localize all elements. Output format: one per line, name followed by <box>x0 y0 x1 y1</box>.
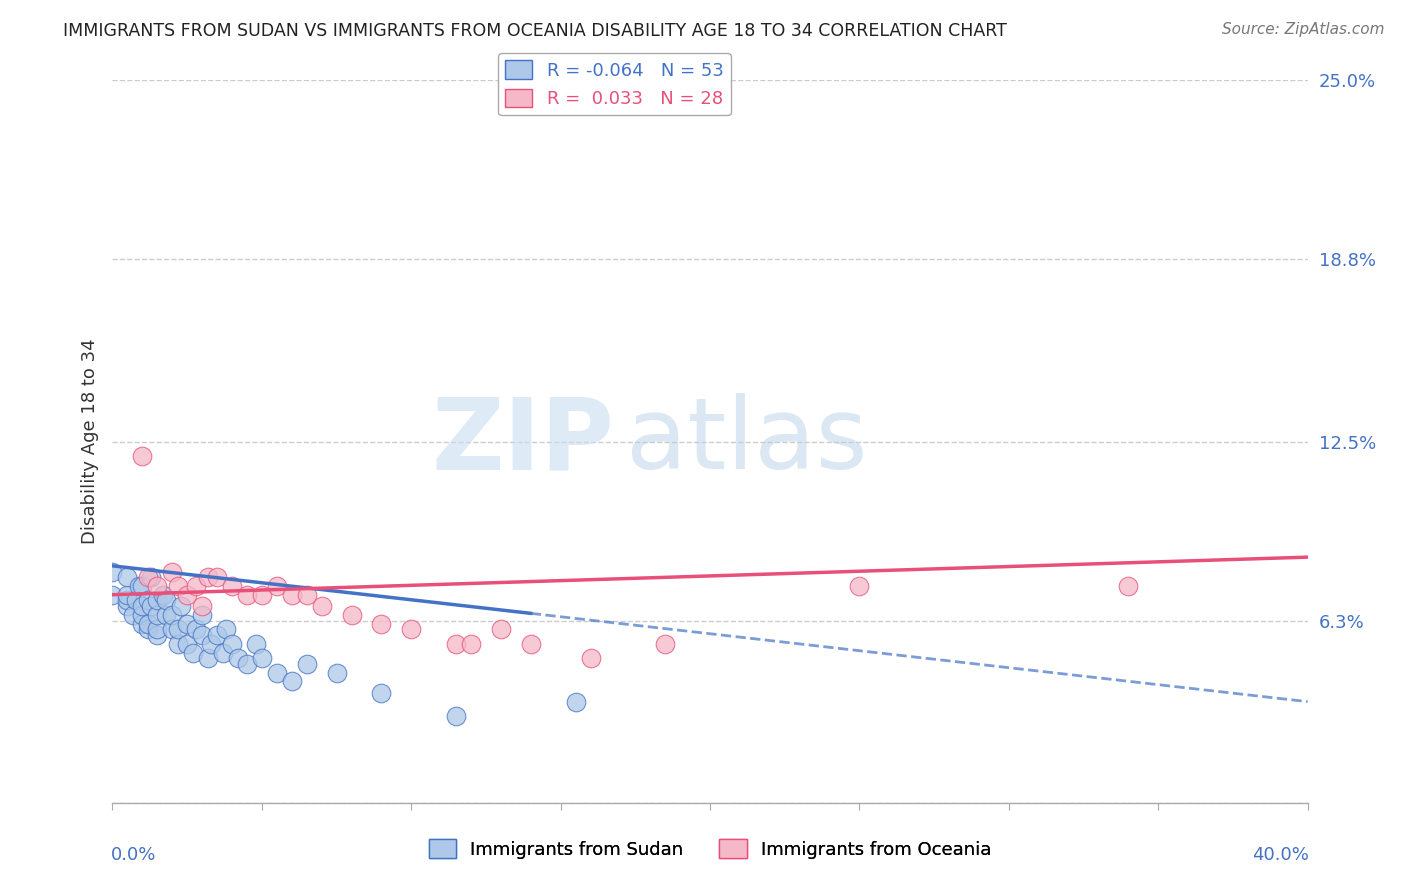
Point <box>138 570 160 584</box>
Point <box>848 579 870 593</box>
Point <box>236 657 259 671</box>
Point <box>191 599 214 614</box>
Point <box>186 579 208 593</box>
Point <box>155 607 177 622</box>
Legend: Immigrants from Sudan, Immigrants from Oceania: Immigrants from Sudan, Immigrants from O… <box>422 832 998 866</box>
Point <box>167 623 190 637</box>
Point <box>138 623 160 637</box>
Point <box>167 579 190 593</box>
Point <box>295 588 318 602</box>
Point <box>1118 579 1140 593</box>
Point <box>281 588 304 602</box>
Point <box>146 593 169 607</box>
Point <box>162 607 183 622</box>
Point <box>281 674 304 689</box>
Point <box>167 637 190 651</box>
Point <box>444 709 467 723</box>
Point <box>117 588 139 602</box>
Point <box>186 623 208 637</box>
Point <box>200 637 222 651</box>
Point <box>117 570 139 584</box>
Point <box>266 665 288 680</box>
Point <box>117 599 139 614</box>
Point <box>460 637 482 651</box>
Point <box>191 628 214 642</box>
Point <box>654 637 676 651</box>
Point <box>162 623 183 637</box>
Point <box>520 637 543 651</box>
Point <box>370 616 392 631</box>
Point <box>101 588 124 602</box>
Text: IMMIGRANTS FROM SUDAN VS IMMIGRANTS FROM OCEANIA DISABILITY AGE 18 TO 34 CORRELA: IMMIGRANTS FROM SUDAN VS IMMIGRANTS FROM… <box>63 22 1007 40</box>
Point <box>155 593 177 607</box>
Text: Source: ZipAtlas.com: Source: ZipAtlas.com <box>1222 22 1385 37</box>
Point <box>325 665 347 680</box>
Text: atlas: atlas <box>627 393 868 490</box>
Point <box>340 607 363 622</box>
Text: 40.0%: 40.0% <box>1251 847 1309 864</box>
Point <box>205 628 228 642</box>
Point <box>245 637 267 651</box>
Point <box>250 588 273 602</box>
Point <box>170 599 193 614</box>
Text: ZIP: ZIP <box>432 393 614 490</box>
Point <box>489 623 512 637</box>
Point <box>101 565 124 579</box>
Point <box>131 607 153 622</box>
Point <box>152 588 174 602</box>
Point <box>138 616 160 631</box>
Point <box>162 565 183 579</box>
Point <box>131 599 153 614</box>
Point <box>401 623 423 637</box>
Point <box>205 570 228 584</box>
Point <box>215 623 238 637</box>
Y-axis label: Disability Age 18 to 34: Disability Age 18 to 34 <box>80 339 98 544</box>
Point <box>311 599 333 614</box>
Point <box>226 651 249 665</box>
Point <box>146 607 169 622</box>
Point <box>295 657 318 671</box>
Point <box>122 607 145 622</box>
Point <box>579 651 602 665</box>
Point <box>146 628 169 642</box>
Point <box>128 579 150 593</box>
Point <box>191 607 214 622</box>
Point <box>564 695 586 709</box>
Point <box>236 588 259 602</box>
Point <box>212 646 235 660</box>
Point <box>131 449 153 463</box>
Text: 0.0%: 0.0% <box>111 847 156 864</box>
Point <box>181 646 204 660</box>
Point <box>221 637 243 651</box>
Point <box>444 637 467 651</box>
Point <box>250 651 273 665</box>
Point <box>125 593 148 607</box>
Point <box>131 579 153 593</box>
Point <box>370 686 392 700</box>
Point <box>141 599 163 614</box>
Point <box>221 579 243 593</box>
Point <box>197 651 219 665</box>
Point <box>117 593 139 607</box>
Point <box>197 570 219 584</box>
Point <box>146 623 169 637</box>
Point <box>138 593 160 607</box>
Point <box>131 616 153 631</box>
Point <box>266 579 288 593</box>
Point <box>141 570 163 584</box>
Point <box>176 616 198 631</box>
Point <box>176 637 198 651</box>
Point <box>146 579 169 593</box>
Point <box>176 588 198 602</box>
